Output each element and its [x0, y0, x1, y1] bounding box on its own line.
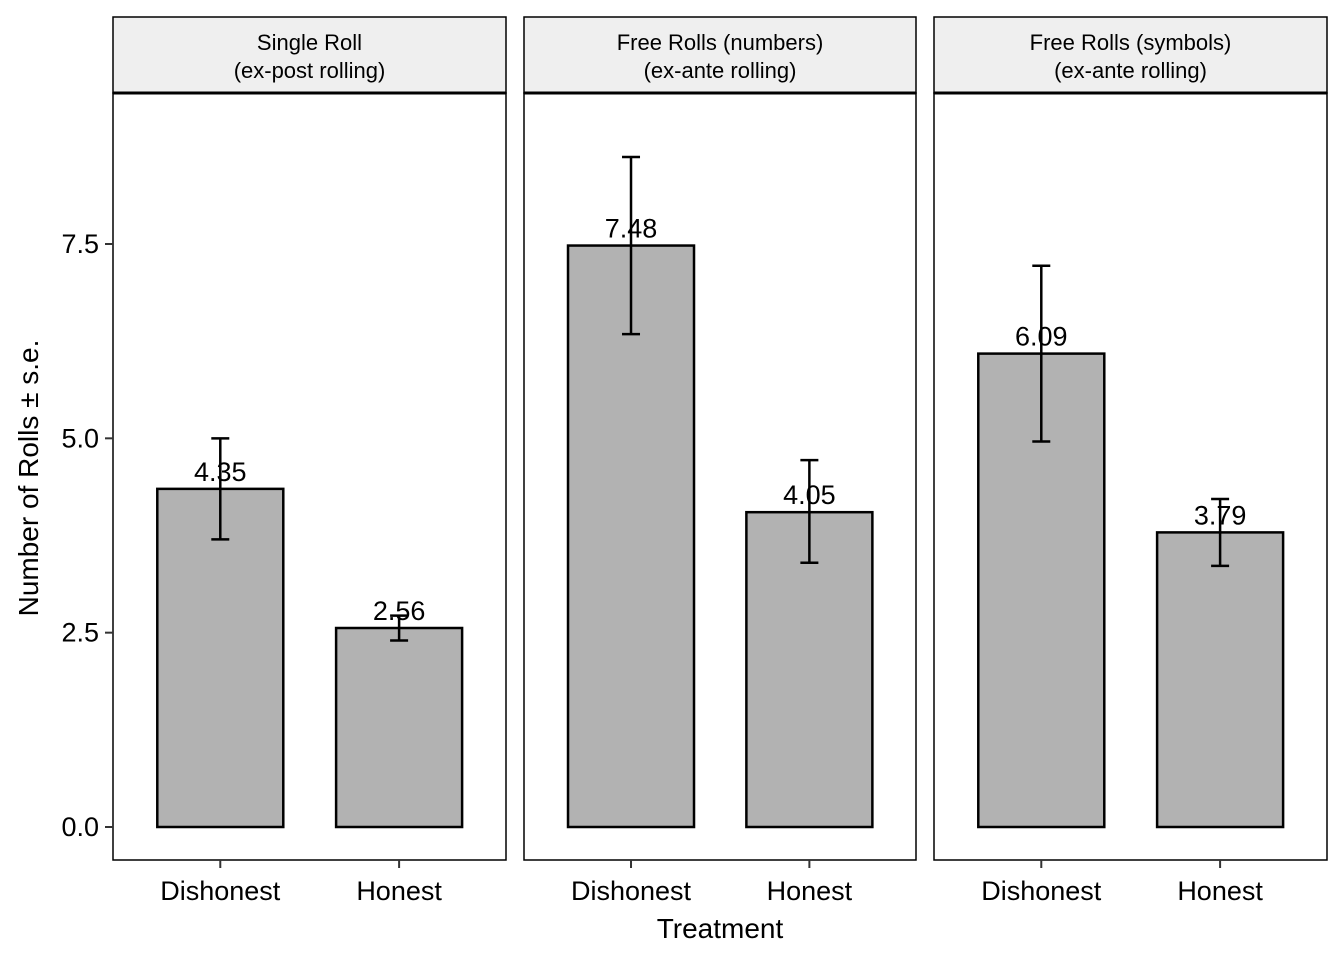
x-tick-label-1-dishonest: Dishonest — [160, 876, 281, 906]
x-axis-title: Treatment — [657, 913, 784, 944]
facet-title-2-line-1: Free Rolls (numbers) — [617, 30, 824, 55]
y-axis-title: Number of Rolls ± s.e. — [13, 340, 44, 617]
facet-title-1-line-2: (ex-post rolling) — [234, 58, 386, 83]
data-label-1-honest: 2.56 — [373, 596, 426, 626]
bar-3-honest — [1155, 531, 1285, 829]
bar-1-honest — [334, 626, 464, 829]
facet-title-2-line-2: (ex-ante rolling) — [644, 58, 797, 83]
facet-title-1-line-1: Single Roll — [257, 30, 362, 55]
x-tick-label-1-honest: Honest — [356, 876, 442, 906]
bar-2-dishonest — [566, 244, 696, 829]
x-tick-label-2-dishonest: Dishonest — [571, 876, 692, 906]
data-label-2-honest: 4.05 — [783, 480, 836, 510]
y-tick-label-3: 7.5 — [61, 229, 99, 259]
bar-1-dishonest — [156, 487, 285, 829]
facet-title-3-line-2: (ex-ante rolling) — [1054, 58, 1207, 83]
facet-title-3-line-1: Free Rolls (symbols) — [1030, 30, 1232, 55]
facet-strip-3 — [933, 16, 1328, 94]
data-label-3-dishonest: 6.09 — [1015, 322, 1068, 352]
facet-strip-1 — [112, 16, 507, 94]
y-tick-label-2: 5.0 — [61, 423, 99, 453]
data-label-3-honest: 3.79 — [1194, 500, 1247, 530]
y-tick-label-1: 2.5 — [61, 618, 99, 648]
facet-strip-2 — [523, 16, 917, 94]
data-label-2-dishonest: 7.48 — [605, 214, 658, 244]
x-tick-label-2-honest: Honest — [767, 876, 853, 906]
data-label-1-dishonest: 4.35 — [194, 457, 247, 487]
y-tick-label-0: 0.0 — [61, 812, 99, 842]
x-tick-label-3-dishonest: Dishonest — [981, 876, 1102, 906]
x-tick-label-3-honest: Honest — [1177, 876, 1263, 906]
